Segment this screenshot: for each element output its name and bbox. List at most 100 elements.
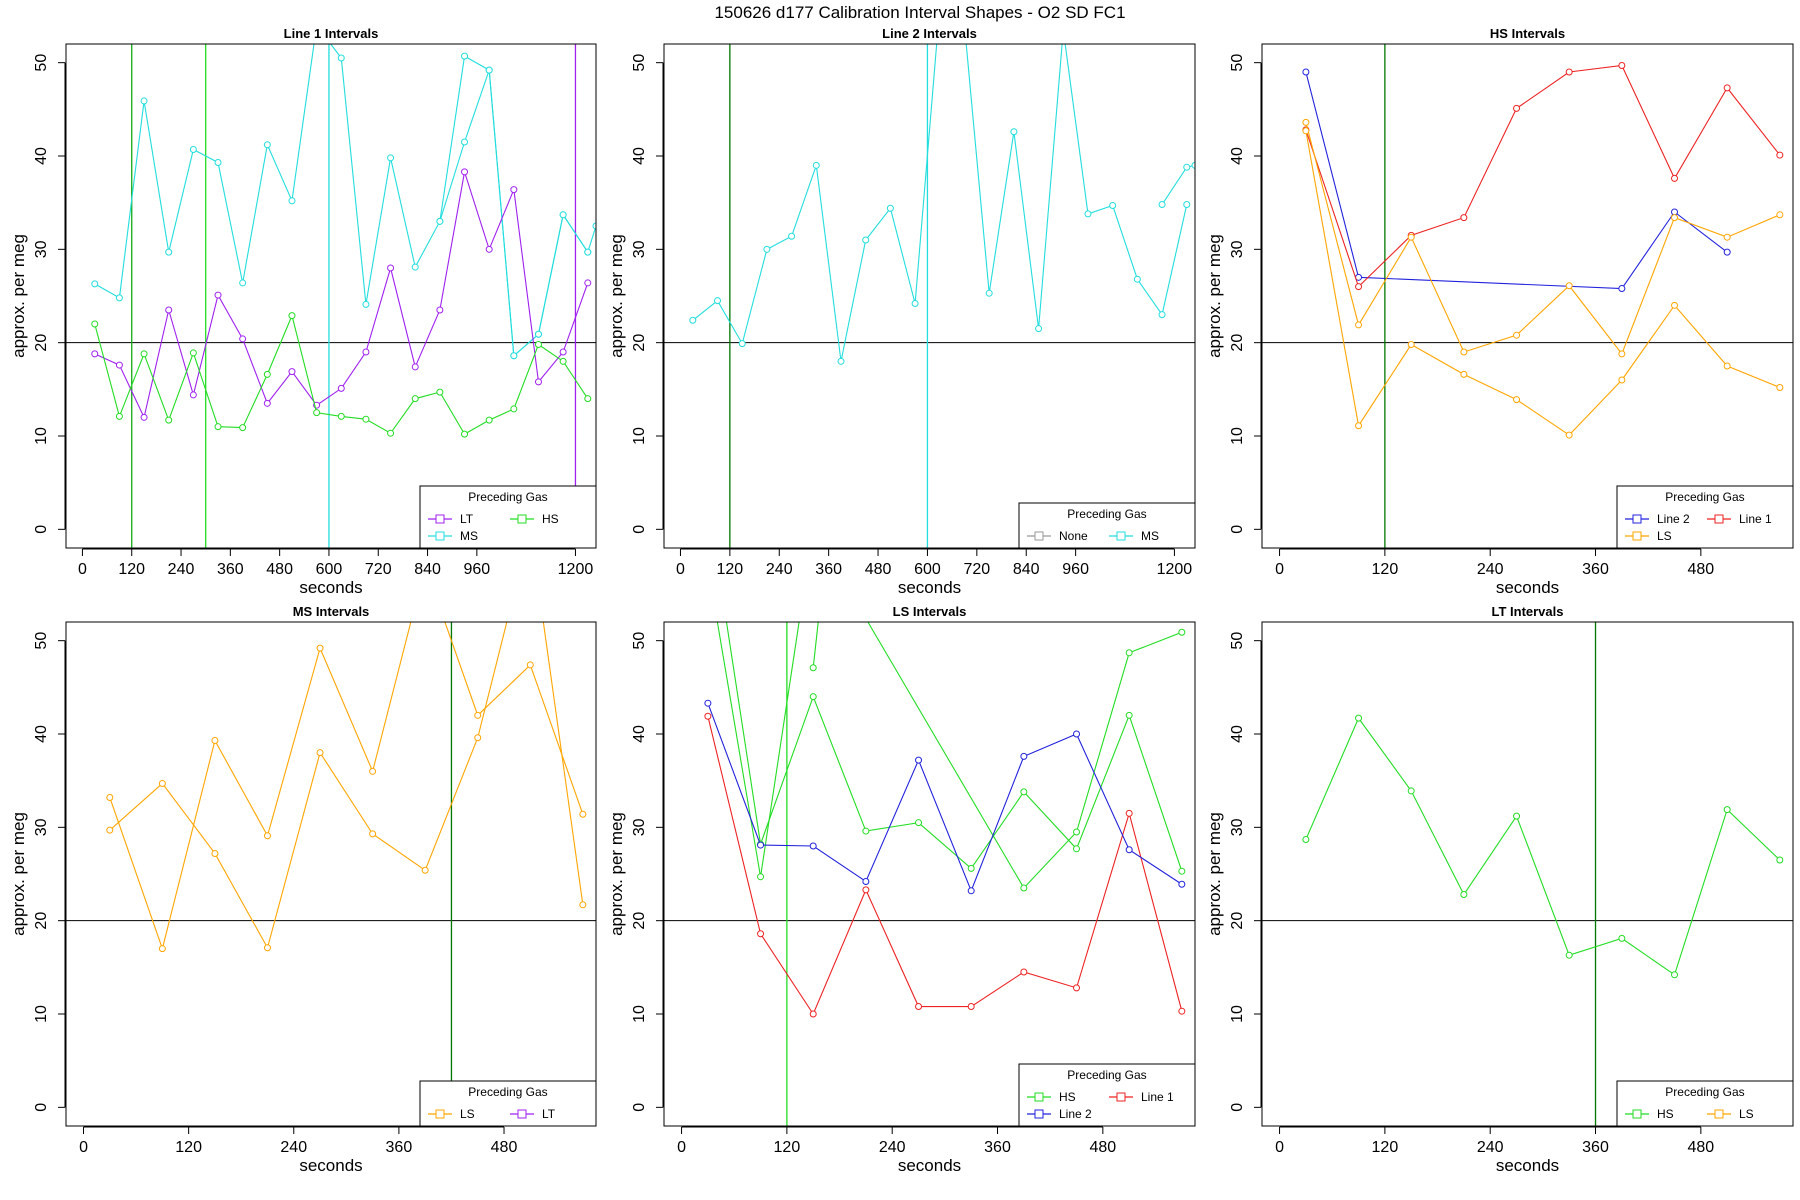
data-point-ls [263,832,271,840]
legend-swatch-marker [1034,1109,1044,1119]
data-point-ls [1671,214,1679,222]
data-point-hs [1565,951,1573,959]
data-point-lt [263,399,271,407]
data-point-line-2 [1723,248,1731,256]
x-axis: 0 120 240 360 480 [1275,1126,1714,1156]
x-tick-label: 1200 [558,561,594,578]
y-axis: 0 10 20 30 40 50 [1229,54,1262,534]
data-point-ls [1513,331,1521,339]
data-point-ms [510,352,518,360]
data-point-line-1 [1178,1007,1186,1015]
legend-entry-line-2: Line 2 [1625,512,1690,526]
data-point-ms [387,154,395,162]
y-axis-label: approx. per meg [607,812,626,936]
data-point-lt [584,279,592,287]
data-point-ls [1355,321,1363,329]
data-point-line-1 [1020,968,1028,976]
data-point-line-2 [1178,880,1186,888]
data-point-line-2 [1125,846,1133,854]
panel-lt-intervals: LT Intervals 0 120 240 360 480 seconds 0 10 20 30 4… [1205,604,1794,1175]
figure-title: 150626 d177 Calibration Interval Shapes … [714,3,1125,22]
data-point-hs [809,664,817,672]
plot-area [664,44,1195,548]
legend-label: Line 1 [1739,512,1772,526]
series-line-line-2 [1305,71,1728,290]
legend-label: MS [460,529,478,543]
data-point-lt [534,378,542,386]
data-point-ls [1407,233,1415,241]
legend-swatch-marker [1034,531,1044,541]
series-line-ms [1161,164,1195,205]
data-point-line-2 [915,756,923,764]
data-point-ms [1191,161,1195,169]
x-tick-label: 480 [266,561,293,578]
legend-entry-ms: MS [428,529,478,543]
data-point-ms [91,280,99,288]
x-tick-label: 600 [316,561,343,578]
data-point-ms [1084,210,1092,218]
data-point-lt [288,368,296,376]
x-tick-label: 840 [1013,561,1040,578]
y-tick-label: 20 [631,912,648,930]
data-point-ms [263,141,271,149]
legend-swatch-marker [1714,514,1724,524]
y-tick-label: 40 [631,725,648,743]
data-point-hs [263,370,271,378]
x-tick-label: 600 [914,561,941,578]
data-point-line-2 [809,842,817,850]
y-tick-label: 10 [631,1005,648,1023]
data-point-line-1 [862,886,870,894]
data-point-hs [1776,856,1784,864]
data-point-ls [369,767,377,775]
series-line-ms [439,55,596,357]
legend-box [419,1080,597,1127]
data-point-line-1 [1776,151,1784,159]
data-point-ms [862,236,870,244]
legend-title: Preceding Gas [1665,490,1744,504]
legend-label: LS [1739,1107,1754,1121]
legend-entry-ls: LS [428,1107,475,1121]
panel-title: LT Intervals [1491,604,1563,619]
x-tick-label: 960 [1062,561,1089,578]
legend-entry-lt: LT [510,1107,556,1121]
legend: Preceding Gas None MS [1018,502,1196,549]
legend-box [1616,485,1794,549]
data-point-lt [362,348,370,356]
data-point-line-1 [1618,61,1626,69]
legend-swatch-marker [1714,1109,1724,1119]
panel-title: Line 2 Intervals [882,26,977,41]
y-tick-label: 40 [1229,147,1246,165]
y-tick-label: 0 [1229,1103,1246,1112]
legend: Preceding Gas LT HS MS [419,485,597,549]
x-tick-label: 840 [414,561,441,578]
x-tick-label: 960 [464,561,491,578]
data-point-line-1 [1073,984,1081,992]
y-tick-label: 40 [33,725,50,743]
y-tick-label: 30 [33,818,50,836]
data-point-hs [1355,714,1363,722]
legend-entry-line-2: Line 2 [1027,1107,1092,1121]
x-tick-label: 0 [676,561,685,578]
data-point-ls [106,826,114,834]
data-point-hs [862,827,870,835]
plot-area [1262,622,1793,1126]
x-tick-label: 0 [78,561,87,578]
data-point-ms [689,316,697,324]
legend-swatch-marker [1632,531,1642,541]
x-tick-label: 120 [774,1139,801,1156]
data-point-ls [474,734,482,742]
x-tick-label: 120 [717,561,744,578]
data-point-ms [1133,275,1141,283]
legend-swatch-marker [435,1109,445,1119]
y-axis: 0 10 20 30 40 50 [631,54,664,534]
data-point-hs [1020,884,1028,892]
legend-label: None [1059,529,1088,543]
data-point-ms [763,245,771,253]
y-axis: 0 10 20 30 40 50 [33,632,66,1112]
legend-label: HS [1059,1090,1076,1104]
x-axis-label: seconds [1496,1156,1559,1175]
data-point-ms [165,248,173,256]
panel-title: HS Intervals [1490,26,1565,41]
data-point-ms [436,217,444,225]
data-point-ms [584,248,592,256]
